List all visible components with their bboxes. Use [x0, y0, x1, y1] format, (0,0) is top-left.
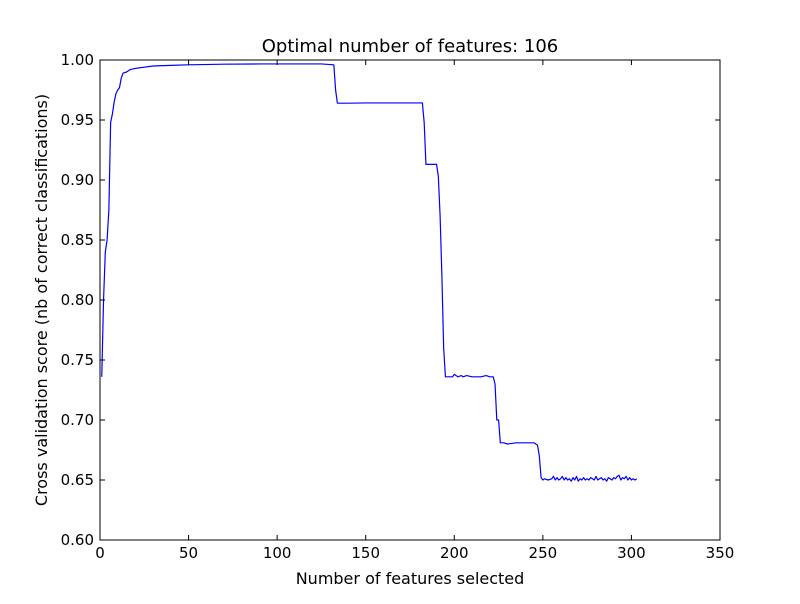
y-tick-label: 0.90 — [61, 171, 94, 189]
x-tick-label: 100 — [263, 544, 292, 562]
x-tick-label: 0 — [95, 544, 105, 562]
x-tick-label: 150 — [351, 544, 380, 562]
x-tick-label: 300 — [617, 544, 646, 562]
y-axis-label: Cross validation score (nb of correct cl… — [32, 94, 51, 506]
series-line — [101, 63, 638, 482]
ticks-layer: 0 50 100 150 200 250 300 350 0.60 0.65 0.70 0.75 0.8… — [61, 51, 735, 562]
y-tick-label: 1.00 — [61, 51, 94, 69]
x-tick-label: 50 — [179, 544, 198, 562]
y-tick-label: 0.65 — [61, 471, 94, 489]
y-tick-label: 0.85 — [61, 231, 94, 249]
x-axis-label: Number of features selected — [296, 569, 525, 588]
chart-title: Optimal number of features: 106 — [262, 36, 559, 57]
plot-layer — [101, 63, 638, 482]
x-tick-label: 350 — [706, 544, 735, 562]
y-tick-label: 0.80 — [61, 291, 94, 309]
y-tick-label: 0.70 — [61, 411, 94, 429]
y-tick-label: 0.95 — [61, 111, 94, 129]
y-tick-label: 0.75 — [61, 351, 94, 369]
plot-frame — [99, 59, 721, 541]
x-tick-label: 250 — [529, 544, 558, 562]
y-tick-label: 0.60 — [61, 531, 94, 549]
x-tick-label: 200 — [440, 544, 469, 562]
